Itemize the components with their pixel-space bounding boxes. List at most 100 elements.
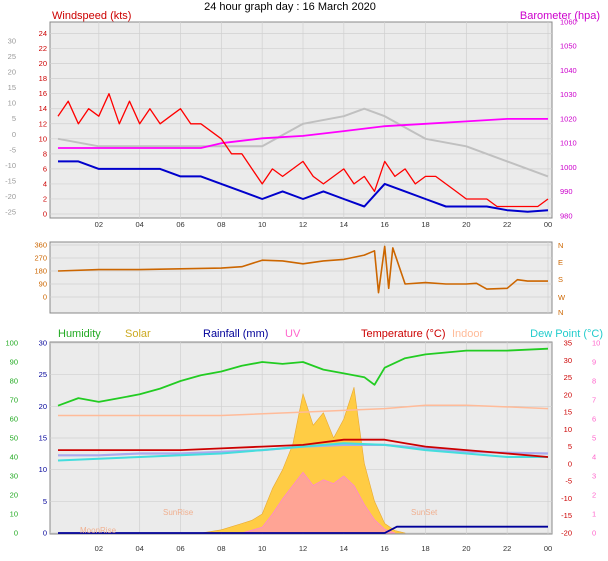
y-right2-tick-label: 6 — [592, 415, 596, 424]
x-tick-label: 22 — [503, 220, 511, 229]
x-tick-label: 14 — [340, 544, 348, 553]
x-tick-label: 02 — [95, 220, 103, 229]
uv-label: UV — [285, 328, 301, 340]
x-tick-label: 10 — [258, 544, 266, 553]
x-tick-label: 00 — [544, 544, 552, 553]
y-right-tick-label: 1060 — [560, 18, 577, 27]
x-tick-label: 12 — [299, 220, 307, 229]
barometer-label: Barometer (hpa) — [520, 10, 600, 22]
x-tick-label: 14 — [340, 220, 348, 229]
y-left1-tick-label: 0 — [14, 529, 18, 538]
dewpoint-label: Dew Point (°C) — [530, 328, 603, 340]
y-outer-tick-label: -10 — [5, 161, 16, 170]
x-tick-label: 18 — [421, 544, 429, 553]
moonrise-annotation: MoonRise — [80, 526, 117, 535]
y-right1-tick-label: 5 — [568, 442, 572, 451]
y-left-tick-label: 20 — [39, 59, 47, 68]
y-left-tick-label: 360 — [34, 241, 47, 250]
dewpoint-line — [57, 442, 548, 462]
x-tick-label: 08 — [217, 220, 225, 229]
y-outer-tick-label: -25 — [5, 208, 16, 217]
y-left-tick-label: 270 — [34, 254, 47, 263]
temperature-label: Temperature (°C) — [361, 328, 445, 340]
sunset-annotation: SunSet — [411, 508, 438, 517]
rainfall-line — [58, 525, 548, 534]
x-tick-label: 18 — [421, 220, 429, 229]
humidity-label: Humidity — [58, 328, 101, 340]
y-right2-tick-label: 5 — [592, 434, 596, 443]
y-right2-tick-label: 8 — [592, 377, 596, 386]
y-outer-tick-label: 10 — [8, 99, 16, 108]
compass-tick-label: N — [558, 241, 563, 250]
y-left2-tick-label: 5 — [43, 497, 47, 506]
y-right2-tick-label: 4 — [592, 453, 596, 462]
y-left-tick-label: 8 — [43, 149, 47, 158]
y-right-tick-label: 1020 — [560, 114, 577, 123]
y-right-tick-label: 1030 — [560, 90, 577, 99]
y-right-tick-label: 1040 — [560, 66, 577, 75]
y-right2-tick-label: 10 — [592, 339, 600, 348]
x-tick-label: 04 — [135, 544, 143, 553]
y-right-tick-label: 1050 — [560, 42, 577, 51]
solar-label: Solar — [125, 328, 151, 340]
y-right2-tick-label: 2 — [592, 491, 596, 500]
y-outer-tick-label: 25 — [8, 52, 16, 61]
y-left2-tick-label: 20 — [39, 402, 47, 411]
y-right1-tick-label: -10 — [561, 494, 572, 503]
y-right2-tick-label: 9 — [592, 358, 596, 367]
y-right1-tick-label: 20 — [564, 390, 572, 399]
windspeed-gust-line — [57, 93, 549, 208]
x-tick-label: 02 — [95, 544, 103, 553]
windspeed-label: Windspeed (kts) — [52, 10, 131, 22]
sunrise-annotation: SunRise — [163, 508, 194, 517]
y-left2-tick-label: 15 — [39, 434, 47, 443]
y-outer-tick-label: -5 — [9, 145, 16, 154]
y-left-tick-label: 180 — [34, 267, 47, 276]
y-left-tick-label: 4 — [43, 179, 47, 188]
y-outer-tick-label: 0 — [12, 130, 16, 139]
y-right1-tick-label: 25 — [564, 373, 572, 382]
x-tick-label: 00 — [544, 220, 552, 229]
y-right2-tick-label: 7 — [592, 396, 596, 405]
temperature-line — [58, 438, 549, 458]
wind-direction-line — [57, 245, 548, 294]
x-tick-label: 04 — [135, 220, 143, 229]
compass-tick-label: N — [558, 308, 563, 317]
x-tick-label: 10 — [258, 220, 266, 229]
y-right2-tick-label: 1 — [592, 510, 596, 519]
y-right1-tick-label: -20 — [561, 529, 572, 538]
compass-tick-label: W — [558, 293, 566, 302]
y-left1-tick-label: 100 — [5, 339, 18, 348]
panel-wind-direction — [49, 241, 553, 314]
y-right1-tick-label: -5 — [565, 477, 572, 486]
y-right1-tick-label: 30 — [564, 356, 572, 365]
y-left1-tick-label: 10 — [10, 510, 18, 519]
indoor-line — [58, 404, 549, 417]
y-right1-tick-label: 35 — [564, 339, 572, 348]
y-left2-tick-label: 30 — [39, 339, 47, 348]
y-left2-tick-label: 25 — [39, 370, 47, 379]
panel-wind-baro — [49, 21, 553, 219]
y-left-tick-label: 22 — [39, 44, 47, 53]
x-tick-label: 08 — [217, 544, 225, 553]
compass-tick-label: E — [558, 258, 563, 267]
y-left1-tick-label: 90 — [10, 358, 18, 367]
y-left-tick-label: 10 — [39, 134, 47, 143]
y-left2-tick-label: 10 — [39, 465, 47, 474]
y-right-tick-label: 1000 — [560, 163, 577, 172]
y-left-tick-label: 90 — [39, 280, 47, 289]
y-left1-tick-label: 70 — [10, 396, 18, 405]
uv-area — [241, 471, 396, 534]
chart-title: 24 hour graph day : 16 March 2020 — [204, 1, 376, 13]
indoor-label: Indoor — [452, 328, 484, 340]
y-right2-tick-label: 0 — [592, 529, 596, 538]
y-left1-tick-label: 20 — [10, 491, 18, 500]
y-outer-tick-label: -20 — [5, 192, 16, 201]
x-tick-label: 16 — [380, 220, 388, 229]
y-left2-tick-label: 0 — [43, 529, 47, 538]
y-left-tick-label: 0 — [43, 210, 47, 219]
x-tick-label: 22 — [503, 544, 511, 553]
humidity-line — [57, 347, 549, 407]
y-left-tick-label: 0 — [43, 293, 47, 302]
